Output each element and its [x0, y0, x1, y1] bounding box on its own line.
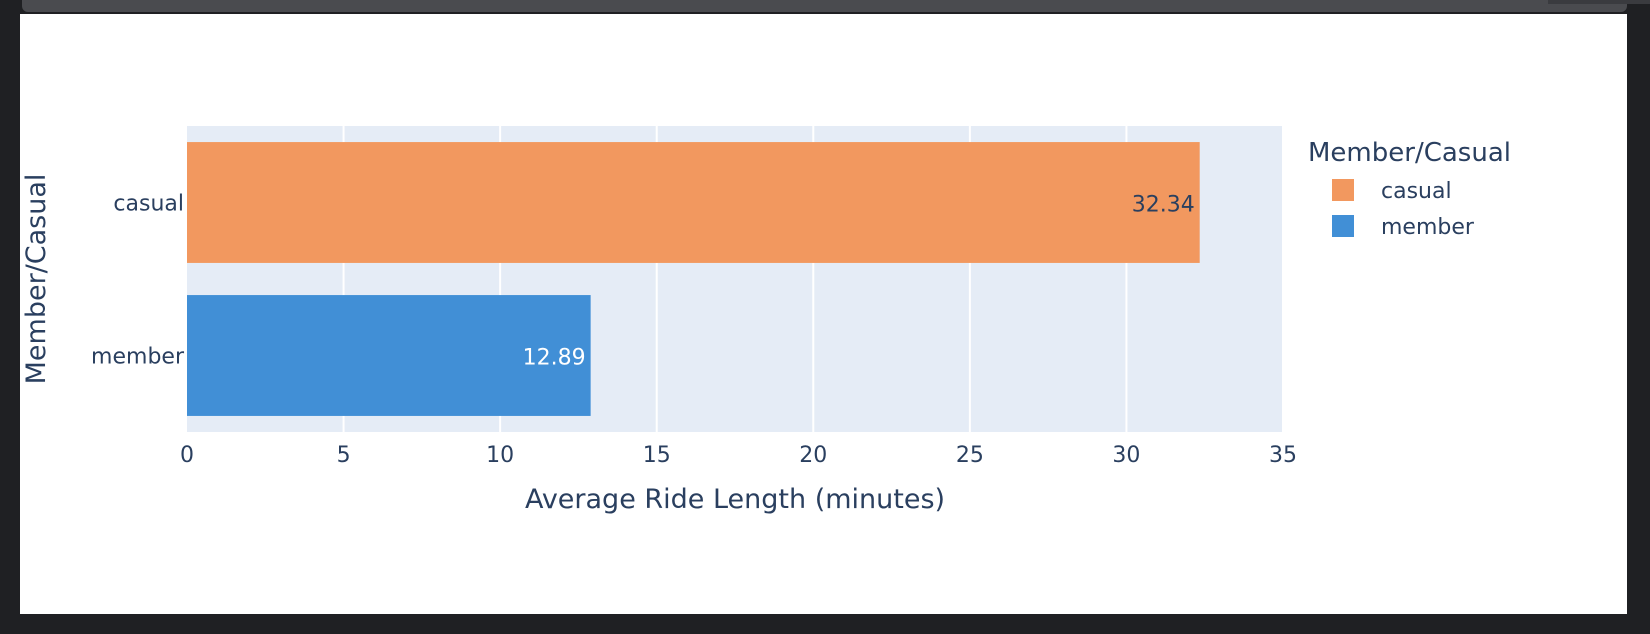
bars: 32.34 12.89 — [187, 142, 1200, 416]
window-top-bar-edge — [1548, 0, 1650, 4]
legend-title: Member/Casual — [1308, 138, 1511, 168]
y-tick-label-member: member — [91, 345, 185, 370]
x-tick-label: 15 — [643, 443, 671, 468]
legend-label-casual: casual — [1381, 179, 1452, 204]
bar-member — [187, 295, 591, 416]
y-tick-label-casual: casual — [113, 192, 184, 217]
chart-panel: 32.34 12.89 0 5 10 15 20 25 30 35 casual member A… — [20, 14, 1627, 614]
data-label-member: 12.89 — [523, 346, 586, 371]
x-axis-ticks: 0 5 10 15 20 25 30 35 — [180, 443, 1297, 468]
legend: Member/Casual casual member — [1308, 138, 1511, 240]
x-tick-label: 30 — [1112, 443, 1140, 468]
legend-label-member: member — [1381, 215, 1475, 240]
x-axis-title: Average Ride Length (minutes) — [525, 484, 945, 515]
legend-swatch-member — [1332, 215, 1354, 237]
x-tick-label: 25 — [956, 443, 984, 468]
bar-chart: 32.34 12.89 0 5 10 15 20 25 30 35 casual member A… — [21, 126, 1511, 515]
x-tick-label: 5 — [337, 443, 351, 468]
x-tick-label: 0 — [180, 443, 194, 468]
data-label-casual: 32.34 — [1132, 193, 1195, 218]
legend-swatch-casual — [1332, 179, 1354, 201]
x-tick-label: 10 — [486, 443, 514, 468]
x-tick-label: 20 — [799, 443, 827, 468]
bar-casual — [187, 142, 1200, 263]
y-axis-title: Member/Casual — [21, 174, 52, 385]
window-top-bar — [22, 0, 1627, 12]
y-axis-categories: casual member — [91, 192, 185, 370]
x-tick-label: 35 — [1269, 443, 1297, 468]
